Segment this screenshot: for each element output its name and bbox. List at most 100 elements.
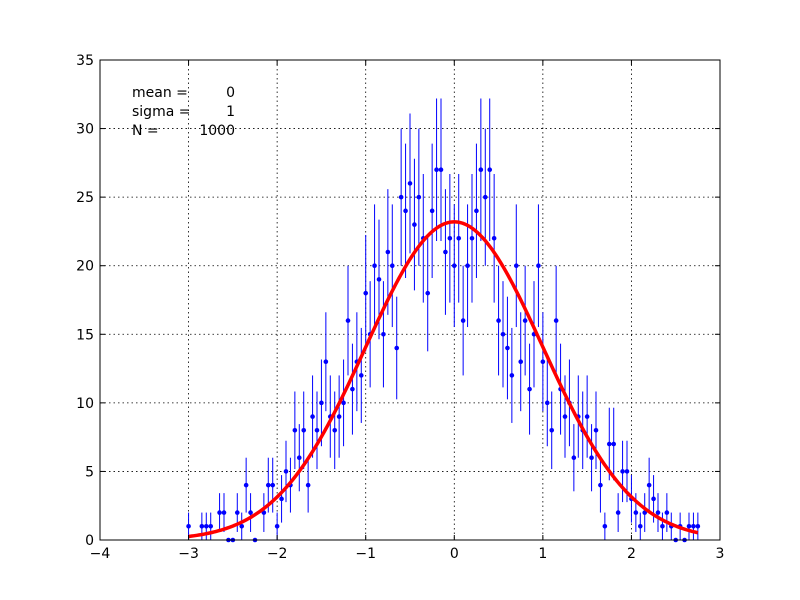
- x-tick-label: −1: [355, 546, 376, 562]
- x-tick-label: −4: [90, 546, 111, 562]
- y-tick-label: 10: [76, 396, 94, 412]
- data-point: [274, 523, 280, 529]
- data-point: [469, 235, 475, 241]
- data-point: [265, 482, 271, 488]
- data-point: [624, 469, 630, 474]
- data-point: [234, 510, 240, 515]
- data-point: [221, 510, 227, 515]
- data-point: [305, 482, 311, 488]
- gaussian-fit-curve: [188, 220, 699, 539]
- data-point: [695, 523, 701, 529]
- data-point: [341, 400, 346, 406]
- data-point: [496, 318, 501, 323]
- data-point: [301, 427, 307, 433]
- data-point: [637, 523, 643, 529]
- data-point: [447, 235, 453, 241]
- data-point: [691, 523, 696, 529]
- data-point: [208, 523, 214, 529]
- data-point: [283, 469, 289, 474]
- data-point: [345, 318, 351, 323]
- data-point: [500, 331, 506, 337]
- data-point: [593, 427, 599, 433]
- data-point: [536, 263, 541, 269]
- y-tick-label: 20: [76, 259, 94, 275]
- data-point: [412, 222, 417, 227]
- annotation-value: 0: [226, 85, 235, 101]
- data-point: [456, 235, 462, 241]
- data-point: [239, 523, 245, 529]
- x-tick-label: 1: [538, 546, 547, 562]
- data-point: [429, 208, 435, 214]
- data-point: [478, 167, 484, 173]
- data-point: [438, 167, 444, 173]
- data-point: [319, 400, 324, 406]
- data-point: [310, 414, 315, 419]
- data-point: [598, 482, 603, 488]
- data-point: [314, 427, 320, 433]
- data-point: [549, 427, 555, 433]
- data-point: [602, 523, 608, 529]
- data-point: [199, 523, 205, 529]
- x-tick-label: 2: [627, 546, 636, 562]
- axis-ticks: [99, 59, 721, 541]
- data-point: [350, 386, 355, 392]
- data-point: [394, 345, 400, 351]
- data-point: [443, 249, 448, 255]
- data-point: [553, 318, 559, 323]
- x-tick-labels: −4 −3 −2 −1 0 1 2 3: [90, 546, 725, 562]
- data-point: [376, 277, 382, 282]
- y-tick-label: 5: [85, 464, 94, 480]
- data-point: [620, 469, 625, 474]
- data-point: [451, 263, 457, 269]
- data-point: [686, 523, 692, 529]
- x-tick-label: −3: [178, 546, 199, 562]
- data-point: [296, 455, 302, 461]
- y-tick-label: 25: [76, 190, 94, 206]
- statistics-annotation: mean = 0 sigma = 1 N = 1000: [132, 85, 235, 139]
- data-point: [509, 373, 515, 378]
- data-point: [270, 482, 276, 488]
- data-point: [434, 167, 439, 173]
- data-point: [660, 523, 665, 529]
- data-point: [633, 510, 639, 515]
- data-point: [527, 386, 532, 392]
- data-point: [425, 290, 431, 296]
- x-tick-label: −2: [267, 546, 288, 562]
- data-point: [336, 414, 342, 419]
- data-point: [323, 359, 329, 365]
- data-point: [279, 496, 284, 502]
- data-point: [389, 263, 395, 269]
- annotation-value: 1000: [199, 123, 235, 139]
- annotation-label: sigma =: [132, 104, 190, 120]
- data-point: [544, 400, 550, 406]
- data-point: [522, 318, 528, 323]
- plot-frame: [99, 59, 721, 541]
- y-tick-labels: 0 5 10 15 20 25 30 35: [76, 53, 94, 549]
- data-point: [416, 194, 422, 200]
- data-point: [540, 359, 546, 365]
- data-point: [513, 263, 519, 269]
- data-point: [465, 263, 470, 269]
- annotation-label: mean =: [132, 85, 188, 101]
- x-tick-label: 0: [450, 546, 459, 562]
- data-point: [363, 290, 369, 296]
- data-point: [186, 523, 191, 529]
- data-point: [651, 496, 656, 502]
- y-tick-label: 35: [76, 53, 94, 69]
- data-point: [203, 523, 209, 529]
- data-point: [505, 345, 510, 351]
- data-point: [217, 510, 222, 515]
- data-point: [589, 455, 594, 461]
- y-tick-label: 15: [76, 327, 94, 343]
- data-point: [332, 427, 338, 433]
- data-point: [518, 359, 524, 365]
- data-point: [655, 510, 661, 515]
- y-tick-label: 30: [76, 122, 94, 138]
- data-point: [606, 441, 612, 447]
- data-point: [611, 441, 617, 447]
- annotation-label: N =: [132, 123, 159, 139]
- data-point: [562, 414, 568, 419]
- data-point: [491, 235, 497, 241]
- data-point: [243, 482, 249, 488]
- annotation-value: 1: [226, 104, 235, 120]
